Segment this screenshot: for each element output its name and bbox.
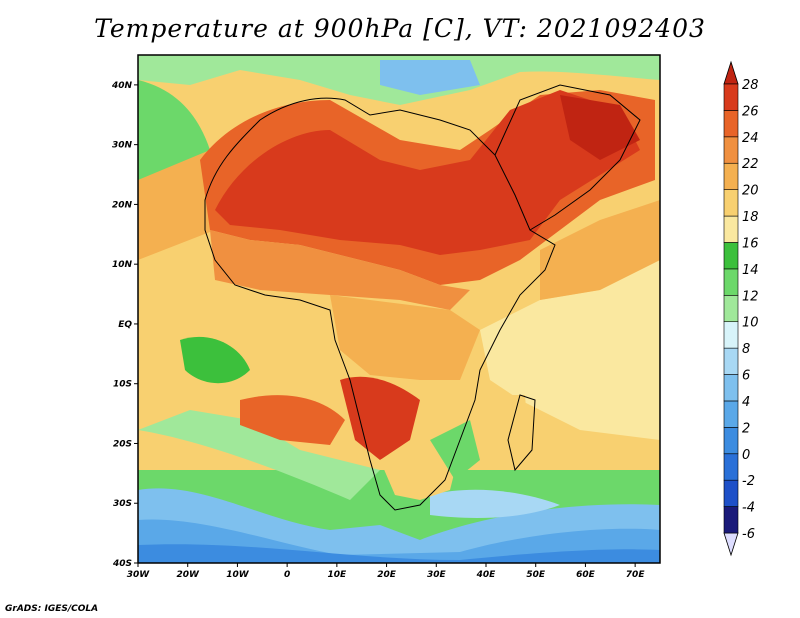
- colorbar-swatch: [723, 321, 739, 349]
- lon-tick-label: 30W: [127, 570, 151, 580]
- lat-tick-label: 30S: [113, 499, 132, 509]
- colorbar-swatch: [723, 347, 739, 375]
- lon-tick-label: 70E: [626, 570, 646, 580]
- continent-outline: [204, 97, 556, 511]
- lon-tick-label: 0: [284, 570, 290, 580]
- longitude-ticks: 30W 20W 10W 0 10E 20E 30E 40E 50E 60E 70E: [127, 563, 646, 580]
- colorbar-swatch: [723, 427, 739, 455]
- colorbar-label: -2: [742, 474, 755, 489]
- lon-tick-label: 10W: [226, 570, 250, 580]
- colorbar-swatch: [723, 268, 739, 296]
- lat-tick-label: EQ: [118, 320, 132, 330]
- colorbar-label: 24: [742, 131, 759, 146]
- colorbar-label: 14: [742, 263, 759, 278]
- lon-tick-label: 50E: [526, 570, 546, 580]
- lat-tick-label: 30N: [112, 141, 133, 151]
- madagascar-outline: [507, 394, 536, 472]
- colorbar-swatch: [723, 136, 739, 164]
- lon-tick-label: 30E: [427, 570, 447, 580]
- colorbar-label: -6: [742, 527, 755, 542]
- lat-tick-label: 40N: [111, 81, 133, 91]
- colorbar-swatch: [723, 400, 739, 428]
- colorbar-bottom-arrow: [723, 532, 739, 557]
- colorbar-label: 2: [742, 421, 750, 436]
- lon-tick-label: 40E: [476, 570, 497, 580]
- chart-title: Temperature at 900hPa [C], VT: 202109240…: [94, 14, 706, 43]
- lon-tick-label: 10E: [328, 570, 348, 580]
- lat-tick-label: 20S: [113, 439, 132, 449]
- colorbar-label: 6: [742, 369, 750, 384]
- colorbar-label: 12: [742, 289, 759, 304]
- colorbar-swatch: [723, 189, 739, 217]
- colorbar-swatch: [723, 83, 739, 111]
- colorbar-label: -4: [742, 501, 755, 516]
- colorbar-swatch: [723, 479, 739, 507]
- colorbar-label: 10: [742, 316, 759, 331]
- colorbar-label: 28: [742, 78, 759, 93]
- colorbar-label: 4: [742, 395, 750, 410]
- colorbar-swatch: [723, 215, 739, 243]
- colorbar-label: 26: [742, 104, 759, 119]
- colorbar-swatch: [723, 374, 739, 402]
- colorbar-label: 20: [742, 184, 759, 199]
- colorbar-swatch: [723, 294, 739, 323]
- lon-tick-label: 20E: [377, 570, 397, 580]
- colorbar-label: 8: [742, 342, 750, 357]
- colorbar-swatch: [723, 110, 739, 138]
- lat-tick-label: 10N: [112, 260, 133, 270]
- colorbar-label: 16: [742, 236, 759, 251]
- colorbar-swatch: [723, 506, 739, 534]
- colorbar-swatch: [723, 242, 739, 270]
- lon-tick-label: 60E: [576, 570, 596, 580]
- arabia-outline: [494, 84, 641, 231]
- colorbar-swatch: [723, 162, 739, 190]
- lat-tick-label: 10S: [113, 380, 132, 390]
- credit-label: GrADS: IGES/COLA: [5, 604, 99, 614]
- colorbar-swatch: [723, 453, 739, 481]
- temperature-field: [138, 55, 660, 563]
- lon-tick-label: 20W: [176, 570, 200, 580]
- colorbar-label: 0: [742, 448, 750, 463]
- latitude-ticks: 40N 30N 20N 10N EQ 10S 20S 30S 40S: [111, 81, 138, 569]
- colorbar-label: 22: [742, 157, 759, 172]
- colorbar-label: 18: [742, 210, 759, 225]
- lat-tick-label: 40S: [112, 559, 132, 569]
- map-frame: [137, 54, 661, 564]
- lat-tick-label: 20N: [112, 200, 133, 210]
- colorbar-top-arrow: [723, 60, 739, 85]
